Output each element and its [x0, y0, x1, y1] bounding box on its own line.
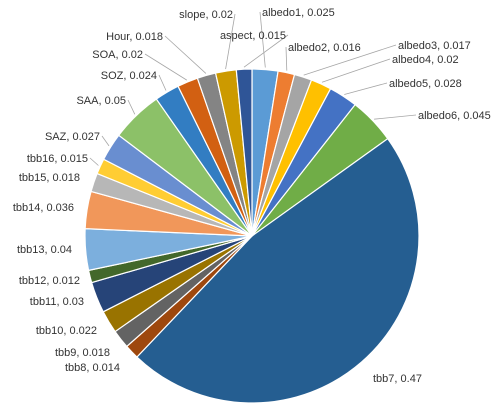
- data-label-tbb11: tbb11, 0.03: [30, 296, 84, 308]
- leader-line-albedo2: [285, 46, 288, 71]
- data-label-tbb13: tbb13, 0.04: [17, 244, 72, 256]
- pie-slice-tbb7: [136, 137, 420, 404]
- data-label-hour: Hour, 0.018: [106, 31, 163, 43]
- data-label-albedo4: albedo4, 0.02: [392, 54, 459, 66]
- data-label-tbb12: tbb12, 0.012: [19, 275, 80, 287]
- leader-line-tbb16: [89, 157, 99, 166]
- leader-line-saz: [101, 135, 110, 147]
- data-label-tbb8: tbb8, 0.014: [65, 362, 120, 374]
- label-leader-lines: [89, 11, 417, 166]
- data-label-saz: SAZ, 0.027: [45, 131, 100, 143]
- leader-line-soz: [158, 74, 167, 91]
- data-label-tbb16: tbb16, 0.015: [27, 153, 88, 165]
- data-label-soz: SOZ, 0.024: [101, 70, 157, 82]
- data-label-albedo5: albedo5, 0.028: [389, 78, 462, 90]
- leader-line-albedo5: [344, 82, 388, 95]
- data-label-tbb9: tbb9, 0.018: [55, 347, 110, 359]
- data-label-albedo6: albedo6, 0.045: [418, 110, 491, 122]
- leader-line-hour: [164, 35, 207, 74]
- leader-line-albedo3: [303, 44, 397, 76]
- data-label-tbb15: tbb15, 0.018: [19, 172, 80, 184]
- leader-line-slope: [225, 13, 236, 70]
- data-label-saa: SAA, 0.05: [76, 95, 126, 107]
- data-label-tbb7: tbb7, 0.47: [373, 373, 422, 385]
- leader-line-albedo6: [374, 114, 417, 120]
- pie-slices: [84, 68, 420, 404]
- data-label-albedo2: albedo2, 0.016: [288, 42, 361, 54]
- pie-slice-aspect: [235, 68, 253, 237]
- leader-line-albedo4: [321, 58, 391, 83]
- leader-line-saa: [127, 99, 136, 115]
- leader-line-aspect: [243, 34, 289, 68]
- data-label-slope: slope, 0.02: [179, 9, 233, 21]
- data-label-tbb10: tbb10, 0.022: [36, 325, 97, 337]
- leader-line-soa: [144, 53, 188, 81]
- data-labels: albedo1, 0.025 albedo2, 0.016 albedo3, 0.0…: [13, 7, 491, 385]
- data-label-aspect: aspect, 0.015: [220, 30, 286, 42]
- data-label-tbb14: tbb14, 0.036: [13, 202, 74, 214]
- data-label-albedo3: albedo3, 0.017: [398, 40, 471, 52]
- data-label-albedo1: albedo1, 0.025: [262, 7, 335, 19]
- data-label-soa: SOA, 0.02: [92, 49, 143, 61]
- leader-line-albedo1: [259, 11, 266, 68]
